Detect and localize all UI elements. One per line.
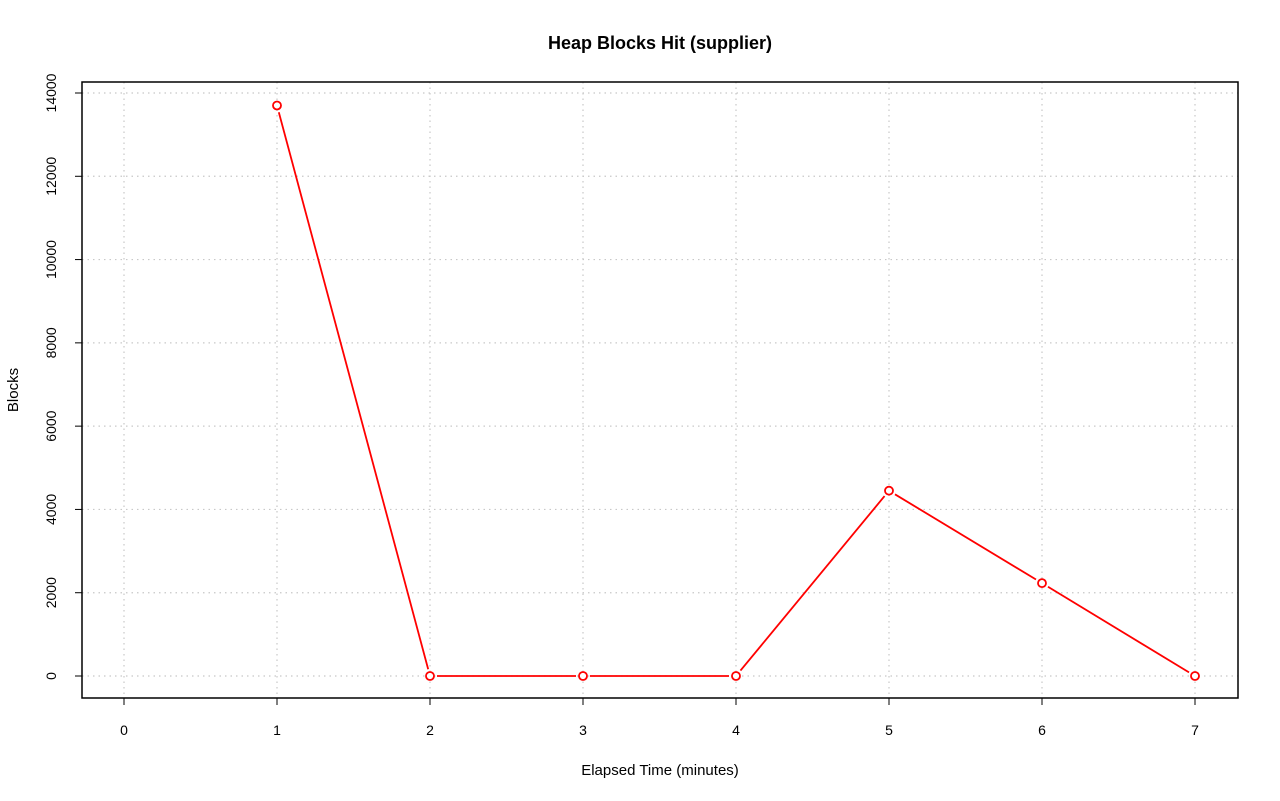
y-gridlines (82, 92, 1238, 677)
x-tick-label: 2 (426, 722, 434, 738)
x-tick-label: 6 (1038, 722, 1046, 738)
y-tick-label: 14000 (43, 73, 59, 112)
x-tick-label: 5 (885, 722, 893, 738)
y-tick-label: 2000 (43, 577, 59, 608)
y-tick-label: 10000 (43, 240, 59, 279)
data-point (884, 485, 894, 496)
y-axis-label: Blocks (5, 368, 22, 412)
x-axis-label: Elapsed Time (minutes) (581, 762, 739, 779)
series-line-segment (894, 493, 1037, 581)
x-gridlines (123, 82, 1196, 698)
x-tick-label: 7 (1191, 722, 1199, 738)
data-point (425, 671, 435, 681)
series-line-segment (739, 495, 886, 672)
y-tick-label: 0 (43, 672, 59, 680)
x-tick-label: 4 (732, 722, 740, 738)
y-tick-label: 12000 (43, 157, 59, 196)
plot-border (81, 81, 1239, 699)
series-line-segment (277, 112, 430, 670)
x-tick-label: 1 (273, 722, 281, 738)
y-axis: 0 2000 4000 6000 8000 10000 12000 14000 (43, 73, 83, 680)
x-tick-label: 3 (579, 722, 587, 738)
series-points-group (272, 100, 1200, 681)
data-point (272, 100, 282, 111)
x-axis: 0 1 2 3 4 5 6 7 (120, 697, 1199, 738)
data-point (1037, 578, 1047, 589)
chart-title: Heap Blocks Hit (supplier) (548, 33, 772, 53)
x-tick-label: 0 (120, 722, 128, 738)
data-point (1190, 671, 1200, 681)
series-line-group (277, 112, 1190, 677)
series-line-segment (1047, 585, 1190, 674)
y-tick-label: 6000 (43, 410, 59, 441)
y-tick-label: 8000 (43, 327, 59, 358)
data-point (578, 671, 588, 681)
y-tick-label: 4000 (43, 494, 59, 525)
data-point (731, 671, 741, 681)
